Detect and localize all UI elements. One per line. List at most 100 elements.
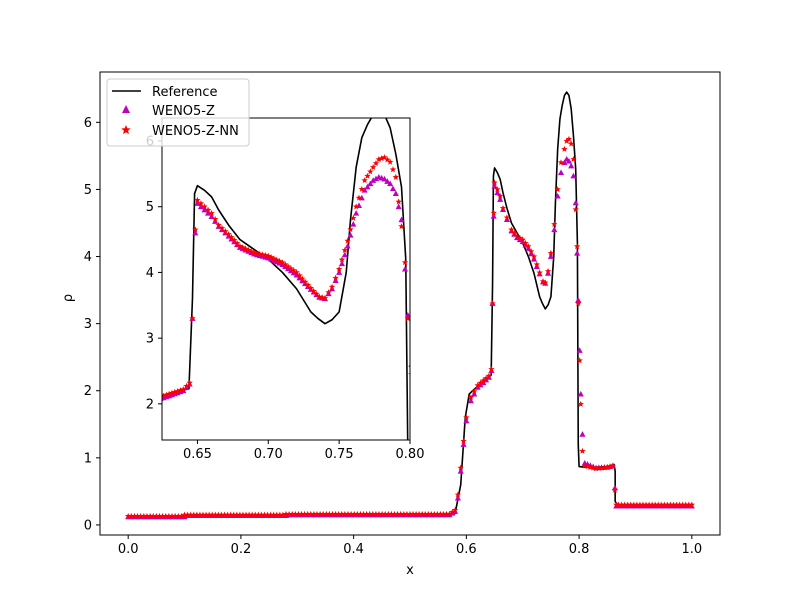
weno5znn-marker (386, 158, 394, 165)
weno5znn-marker (403, 510, 411, 517)
weno5znn-marker (378, 155, 385, 162)
weno5znn-marker (165, 512, 173, 519)
main-x-tick-label: 0.8 (569, 542, 590, 557)
weno5znn-marker (310, 510, 318, 517)
weno5znn-marker (292, 510, 299, 517)
weno5znn-marker (601, 464, 608, 471)
weno5z-marker (490, 213, 497, 219)
weno5znn-marker (230, 511, 237, 518)
weno5z-marker (467, 397, 474, 404)
legend-label-weno5znn: WENO5-Z-NN (152, 124, 239, 139)
weno5z-marker (463, 417, 470, 424)
weno5znn-marker (685, 501, 692, 508)
weno5znn-marker (201, 203, 208, 210)
weno5znn-marker (645, 501, 653, 508)
legend-marker-weno5znn (121, 125, 131, 135)
weno5znn-marker (443, 510, 450, 517)
weno5znn-marker (418, 510, 426, 517)
legend-label-weno5z: WENO5-Z (152, 104, 215, 119)
weno5znn-marker (143, 512, 151, 519)
weno5z-marker (212, 218, 219, 224)
weno5znn-marker (146, 512, 154, 519)
weno5znn-marker (239, 244, 246, 251)
main-y-tick-label: 2 (84, 384, 92, 399)
weno5z-marker (530, 256, 538, 262)
weno5znn-marker (307, 284, 314, 291)
weno5znn-marker (335, 510, 342, 517)
weno5znn-marker (313, 510, 321, 517)
weno5znn-marker (163, 391, 170, 398)
weno5znn-marker (347, 510, 355, 517)
main-y-tick-label: 0 (84, 518, 92, 533)
weno5znn-marker (363, 510, 370, 517)
weno5z-marker (208, 213, 215, 219)
weno5znn-marker (189, 315, 196, 322)
weno5znn-marker (316, 510, 324, 517)
weno5znn-marker (664, 501, 671, 508)
weno5znn-marker (516, 234, 524, 241)
weno5znn-marker (233, 239, 241, 246)
weno5z-marker (353, 210, 360, 216)
weno5znn-marker (248, 511, 256, 518)
weno5znn-marker (384, 156, 391, 163)
weno5znn-marker (184, 511, 191, 518)
weno5znn-marker (221, 511, 228, 518)
main-y-axis: 0 1 2 3 4 5 6 (84, 116, 100, 533)
weno5znn-marker (320, 510, 327, 517)
weno5znn-marker (375, 156, 383, 163)
weno5znn-marker (577, 400, 584, 407)
weno5znn-marker (264, 511, 271, 518)
weno5znn-marker (544, 267, 552, 275)
weno5znn-marker (227, 511, 234, 518)
weno5znn-marker (168, 512, 176, 519)
weno5znn-marker (525, 243, 532, 250)
weno5znn-marker (471, 388, 478, 395)
legend-star-shape (121, 125, 131, 135)
weno5znn-marker (428, 510, 435, 517)
weno5znn-marker (490, 209, 497, 216)
weno5znn-marker (245, 246, 252, 253)
weno5znn-marker (124, 512, 132, 519)
main-y-tick-label: 6 (84, 116, 92, 131)
weno5z-marker (350, 221, 357, 227)
weno5znn-markers (124, 135, 696, 519)
weno5znn-marker (261, 511, 268, 518)
weno5znn-marker (547, 249, 555, 256)
weno5znn-marker (661, 501, 668, 508)
weno5znn-marker (239, 511, 247, 518)
weno5znn-marker (171, 388, 178, 395)
weno5znn-marker (140, 512, 148, 519)
weno5znn-marker (289, 510, 296, 517)
weno5z-marker (572, 199, 579, 206)
weno5znn-marker (642, 501, 650, 508)
weno5znn-marker (187, 511, 194, 518)
weno5z-marker (336, 269, 343, 275)
weno5znn-marker (307, 510, 314, 517)
weno5znn-marker (233, 511, 241, 518)
weno5znn-marker (609, 462, 617, 469)
weno5znn-marker (511, 229, 518, 236)
weno5znn-marker (248, 248, 255, 255)
weno5znn-marker (174, 387, 181, 394)
weno5znn-marker (527, 248, 535, 255)
legend-box (106, 78, 250, 147)
weno5znn-marker (474, 382, 481, 389)
weno5znn-marker (533, 261, 541, 268)
weno5znn-marker (397, 510, 404, 517)
weno5z-marker (503, 216, 510, 223)
weno5znn-marker (304, 281, 312, 288)
weno5znn-marker (673, 501, 680, 508)
weno5znn-marker (648, 501, 656, 508)
weno5z-marker (381, 175, 388, 182)
weno5znn-marker (570, 155, 577, 162)
weno5znn-marker (218, 511, 225, 518)
main-x-tick-label: 0.6 (456, 542, 477, 557)
weno5znn-marker (688, 501, 696, 508)
weno5znn-marker (273, 511, 280, 518)
weno5znn-marker (394, 510, 401, 517)
weno5znn-marker (165, 390, 173, 397)
weno5znn-marker (651, 501, 659, 508)
weno5znn-marker (282, 261, 289, 268)
main-x-axis: 0.0 0.2 0.4 0.6 0.8 1.0 (118, 535, 702, 557)
weno5znn-marker (561, 145, 568, 152)
